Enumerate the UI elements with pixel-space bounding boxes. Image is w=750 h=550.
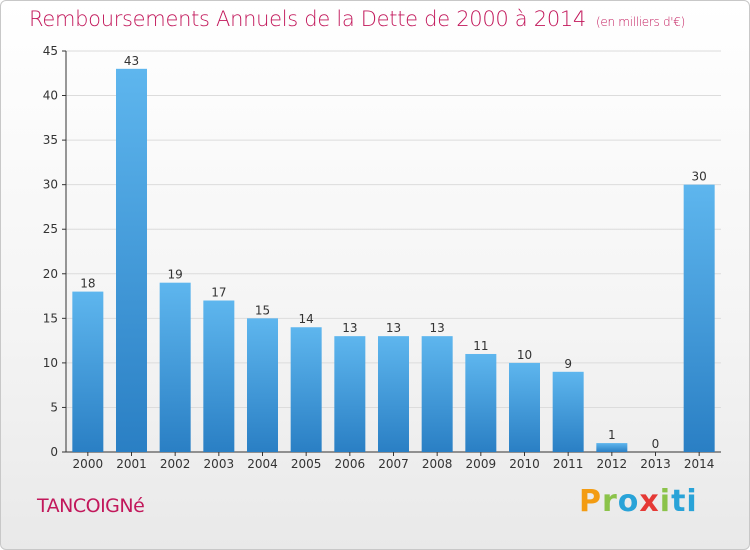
brand-letter: o	[617, 484, 640, 519]
bar-value-label: 13	[430, 321, 445, 335]
bar	[509, 362, 540, 452]
y-tick-label: 0	[50, 445, 58, 459]
y-tick-label: 35	[43, 133, 58, 147]
y-tick-label: 10	[43, 356, 58, 370]
bar-value-label: 11	[473, 339, 488, 353]
bar	[683, 184, 715, 452]
bar-value-label: 0	[652, 437, 660, 451]
y-tick-label: 40	[43, 89, 58, 103]
bar-value-label: 9	[564, 357, 572, 371]
y-tick-label: 25	[43, 222, 58, 236]
x-tick-label: 2014	[684, 457, 715, 471]
bar	[290, 327, 322, 452]
brand-letter: i	[659, 484, 672, 519]
bar	[247, 318, 278, 452]
x-tick-label: 2002	[160, 457, 191, 471]
bar	[72, 291, 104, 452]
bar	[334, 336, 366, 452]
bar	[465, 353, 497, 452]
y-tick-label: 5	[50, 400, 58, 414]
x-tick-label: 2010	[509, 457, 540, 471]
bar	[421, 336, 453, 452]
bar	[378, 336, 409, 452]
chart-unit-note: (en milliers d'€)	[596, 15, 686, 29]
x-tick-label: 2003	[204, 457, 235, 471]
brand-letter: x	[639, 484, 660, 519]
brand-letter: r	[602, 484, 618, 519]
bar-value-label: 10	[517, 348, 532, 362]
x-tick-label: 2013	[640, 457, 671, 471]
x-tick-label: 2001	[116, 457, 147, 471]
bar	[552, 371, 584, 452]
chart-title: Remboursements Annuels de la Dette de 20…	[29, 7, 685, 31]
y-tick-label: 20	[43, 267, 58, 281]
x-tick-label: 2012	[597, 457, 628, 471]
bar-value-label: 13	[342, 321, 357, 335]
bar-value-label: 15	[255, 303, 270, 317]
bar	[203, 300, 235, 452]
x-tick-label: 2000	[73, 457, 104, 471]
bar-value-label: 43	[124, 54, 139, 68]
bar-value-label: 13	[386, 321, 401, 335]
brand-logo: Proxiti	[579, 484, 698, 519]
x-tick-label: 2008	[422, 457, 453, 471]
bar-value-label: 14	[299, 312, 314, 326]
bar-value-label: 17	[211, 286, 226, 300]
bar-chart: 0510152025303540451820004320011920021720…	[43, 44, 721, 471]
x-tick-label: 2006	[335, 457, 366, 471]
chart-title-text: Remboursements Annuels de la Dette de 20…	[29, 7, 586, 31]
x-tick-label: 2004	[247, 457, 278, 471]
bar	[159, 282, 191, 452]
bar-value-label: 18	[80, 277, 95, 291]
bar	[116, 68, 147, 453]
y-tick-label: 45	[43, 44, 58, 58]
location-name: TANCOIGNé	[37, 495, 145, 517]
x-tick-label: 2005	[291, 457, 322, 471]
y-tick-label: 30	[43, 178, 58, 192]
bar-value-label: 1	[608, 428, 616, 442]
y-tick-label: 15	[43, 311, 58, 325]
brand-letter: i	[686, 484, 698, 519]
brand-letter: t	[671, 484, 687, 519]
x-tick-label: 2011	[553, 457, 584, 471]
bar-value-label: 19	[168, 268, 183, 282]
x-tick-label: 2007	[378, 457, 409, 471]
brand-letter: P	[579, 484, 602, 519]
bar-value-label: 30	[692, 170, 707, 184]
x-tick-label: 2009	[466, 457, 497, 471]
bar	[596, 443, 628, 452]
